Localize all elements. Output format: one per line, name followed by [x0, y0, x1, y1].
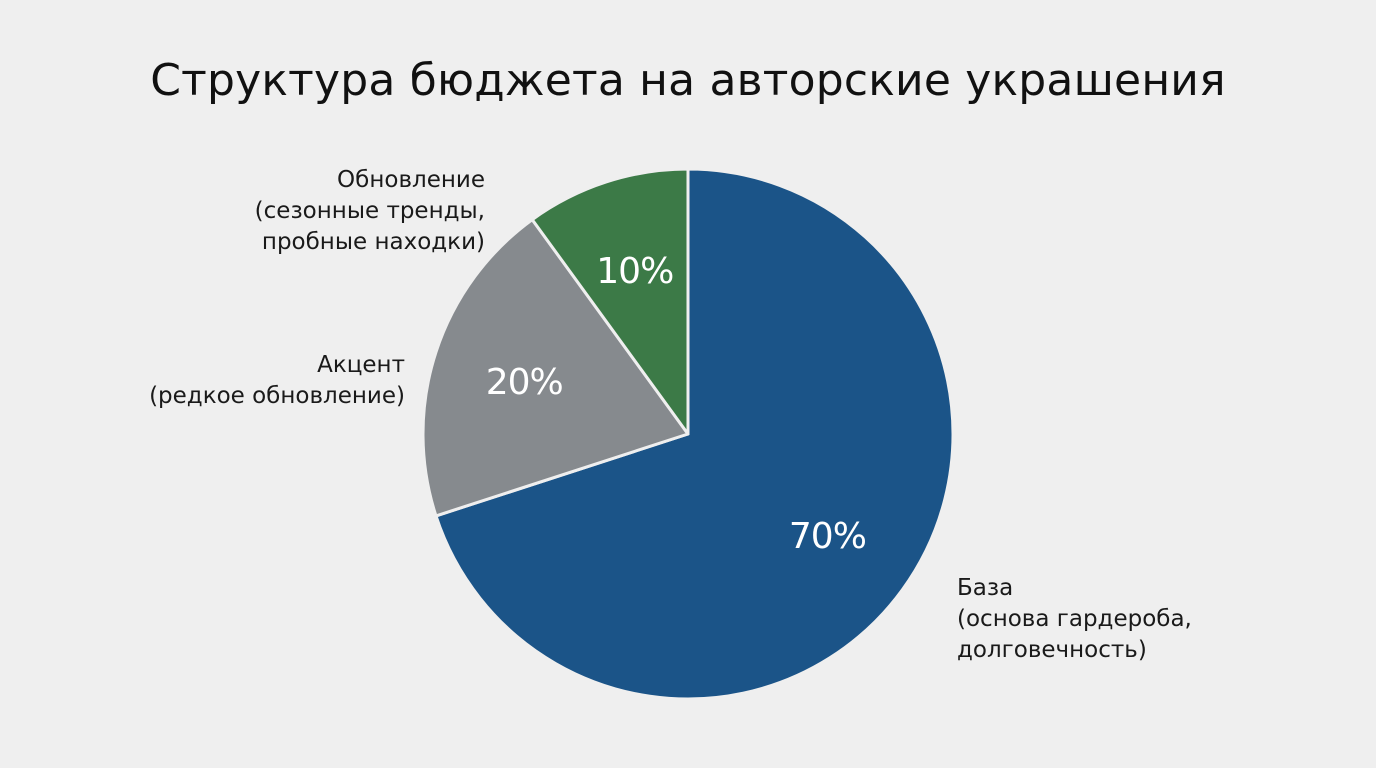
slice-value-label-update: 10% [596, 251, 673, 292]
category-label-line: Акцент [317, 352, 405, 378]
category-label-line: пробные находки) [261, 229, 485, 255]
category-label-base: База (основа гардероба, долговечность) [957, 573, 1192, 666]
category-label-line: долговечность) [957, 637, 1147, 663]
pie-slice-accent [421, 218, 690, 518]
category-label-line: (сезонные тренды, [254, 198, 485, 224]
category-label-line: База [957, 575, 1014, 601]
category-label-line: Обновление [337, 167, 485, 193]
pie-slice-base [434, 167, 955, 701]
category-label-accent: Акцент (редкое обновление) [149, 350, 405, 412]
chart-title: Структура бюджета на авторские украшения [150, 55, 1226, 106]
slice-value-label-base: 70% [789, 516, 866, 557]
category-label-line: (редкое обновление) [149, 383, 405, 409]
category-label-update: Обновление (сезонные тренды, пробные нах… [255, 165, 485, 258]
category-label-line: (основа гардероба, [957, 606, 1192, 632]
slice-value-label-accent: 20% [486, 362, 563, 403]
pie-slice-update [530, 167, 690, 436]
